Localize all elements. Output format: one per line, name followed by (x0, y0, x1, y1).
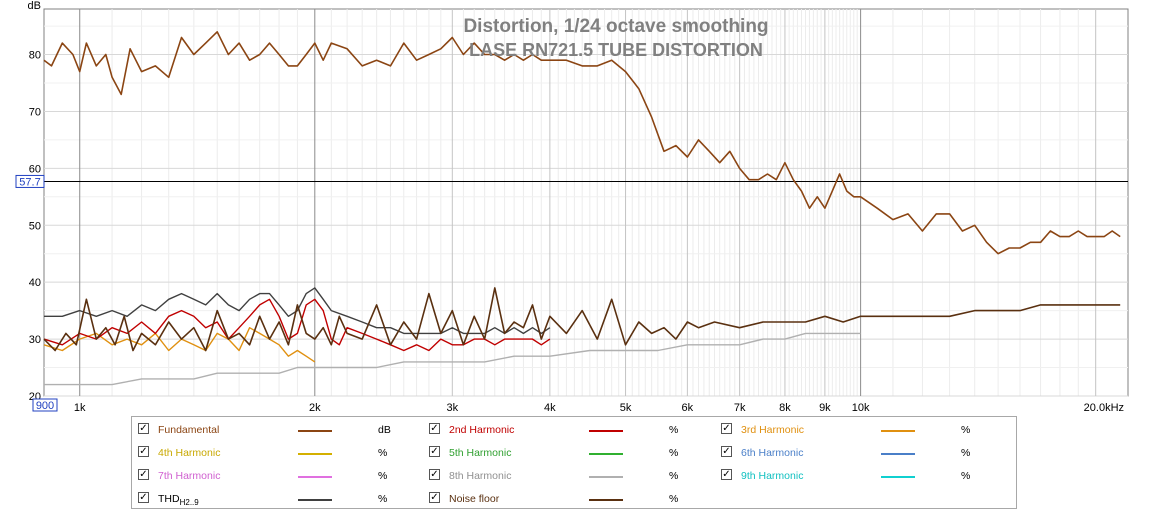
legend-checkbox[interactable]: ✓ (429, 423, 440, 434)
legend-label-main: THD (158, 493, 180, 505)
x-tick-label: 20.0kHz (1084, 402, 1124, 412)
series-line-2nd-harmonic (43, 298, 551, 352)
x-tick-label: 900 (36, 400, 54, 412)
cursor-value-box (15, 174, 45, 188)
legend-swatch (298, 476, 332, 478)
y-tick-label: 60 (29, 163, 41, 175)
legend-swatch (589, 453, 623, 455)
legend-checkbox[interactable]: ✓ (138, 446, 149, 457)
x-tick-label: 9k (819, 402, 831, 412)
legend-label-subscript: H2..9 (179, 498, 199, 507)
legend-label: Fundamental (158, 424, 220, 436)
legend-label: 7th Harmonic (158, 470, 221, 482)
legend-unit: dB (378, 424, 391, 436)
legend-swatch (881, 430, 915, 432)
legend-label: Noise floor (449, 493, 500, 505)
legend-unit: % (961, 424, 971, 436)
legend-swatch (298, 453, 332, 455)
legend-label: 5th Harmonic (449, 447, 512, 459)
legend-swatch (298, 499, 332, 501)
legend-checkbox[interactable]: ✓ (138, 469, 149, 480)
legend-unit: % (669, 470, 679, 482)
legend-unit: % (961, 447, 971, 459)
x-tick-label: 8k (779, 402, 791, 412)
legend-swatch (881, 476, 915, 478)
y-unit-label: dB (28, 0, 41, 12)
legend-label: THDH2..9 (158, 493, 199, 507)
y-tick-label: 50 (29, 220, 41, 232)
legend-checkbox[interactable]: ✓ (429, 469, 440, 480)
legend-checkbox[interactable]: ✓ (721, 446, 732, 457)
x-tick-label: 5k (620, 402, 632, 412)
x-tick-label: 3k (446, 402, 458, 412)
legend-label: 4th Harmonic (158, 447, 221, 459)
legend-panel: ✓ Fundamental dB ✓ 2nd Harmonic % ✓ 3rd … (131, 416, 1017, 509)
x-tick-label: 10k (852, 402, 870, 412)
chart-subtitle: LASE RN721.5 TUBE DISTORTION (469, 40, 763, 60)
x-tick-label: 7k (734, 402, 746, 412)
legend-checkbox[interactable]: ✓ (429, 446, 440, 457)
legend-checkbox[interactable]: ✓ (721, 423, 732, 434)
legend-swatch (589, 476, 623, 478)
series-line-noise-floor (43, 287, 1121, 352)
x-cursor-box (32, 398, 58, 412)
legend-swatch (589, 499, 623, 501)
legend-unit: % (378, 493, 388, 505)
legend-label: 8th Harmonic (449, 470, 512, 482)
chart-title: Distortion, 1/24 octave smoothing (463, 16, 768, 37)
x-tick-label: 2k (309, 402, 321, 412)
legend-unit: % (669, 493, 679, 505)
legend-swatch (298, 430, 332, 432)
legend-swatch (589, 430, 623, 432)
legend-unit: % (669, 447, 679, 459)
legend-swatch (881, 453, 915, 455)
legend-checkbox[interactable]: ✓ (138, 492, 149, 503)
x-tick-label: 6k (682, 402, 694, 412)
y-tick-label: 70 (29, 106, 41, 118)
legend-label: 3rd Harmonic (741, 424, 805, 436)
legend-unit: % (669, 424, 679, 436)
y-tick-label: 80 (29, 50, 41, 62)
legend-checkbox[interactable]: ✓ (429, 492, 440, 503)
legend-unit: % (378, 470, 388, 482)
legend-unit: % (961, 470, 971, 482)
series-line-fundamental (43, 30, 1121, 255)
legend-checkbox[interactable]: ✓ (721, 469, 732, 480)
plot-area (43, 8, 1129, 397)
legend-checkbox[interactable]: ✓ (138, 423, 149, 434)
legend-unit: % (378, 447, 388, 459)
series-line-8th-harmonic (44, 332, 861, 386)
y-tick-label: 40 (29, 277, 41, 289)
x-tick-label: 1k (74, 402, 86, 412)
legend-label: 9th Harmonic (741, 470, 804, 482)
y-tick-label: 30 (29, 334, 41, 346)
x-tick-label: 4k (544, 402, 556, 412)
cursor-value-label: 57.7 (19, 176, 40, 188)
legend-label: 2nd Harmonic (449, 424, 515, 436)
legend-label: 6th Harmonic (741, 447, 804, 459)
